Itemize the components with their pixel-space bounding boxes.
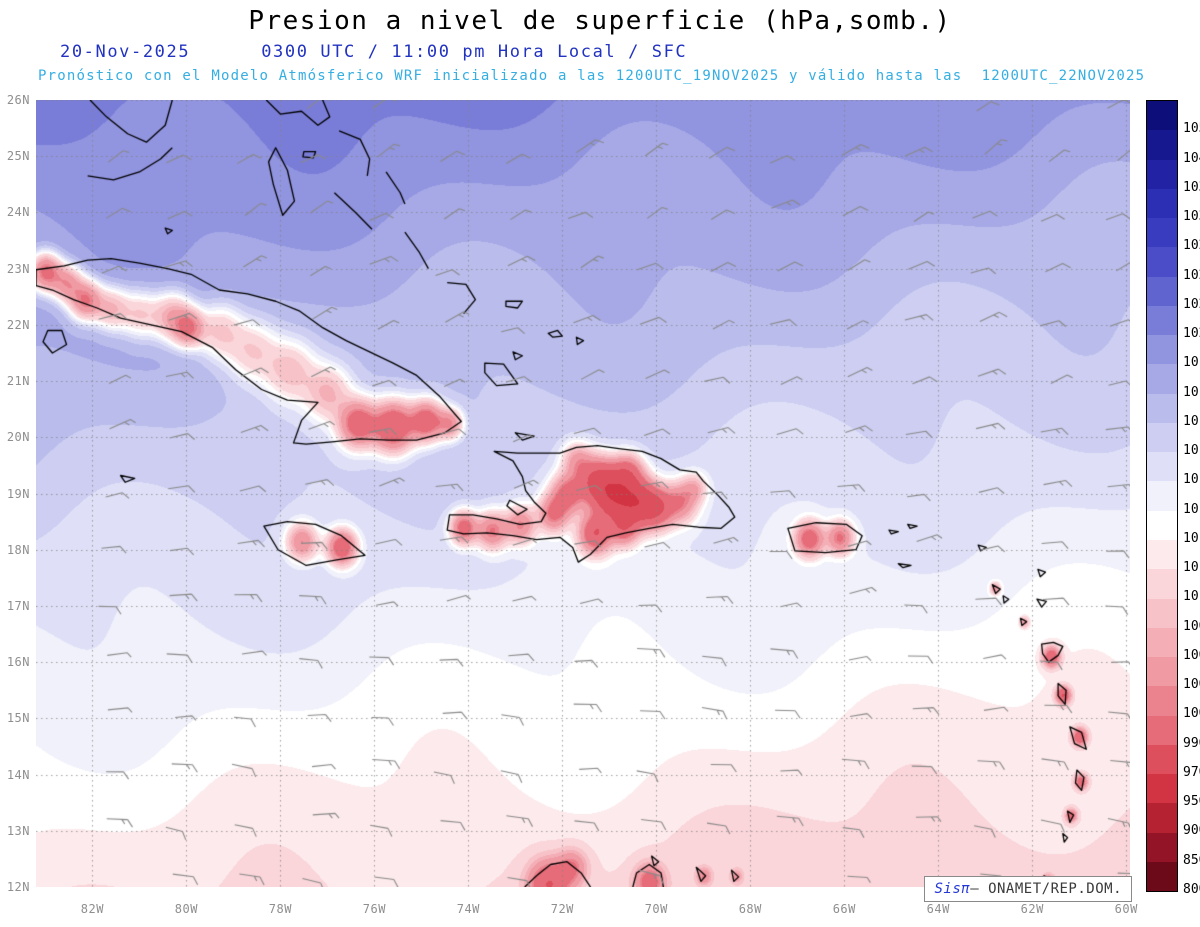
lon-tick-label: 62W (1020, 902, 1044, 916)
colorbar-tick-label: 1025 (1183, 267, 1200, 283)
colorbar-cell (1147, 335, 1177, 365)
colorbar-cell (1147, 422, 1177, 453)
lon-tick-label: 64W (926, 902, 950, 916)
colorbar-tick-label: 1019 (1183, 355, 1200, 371)
colorbar-tick-label: 1022 (1183, 296, 1200, 312)
lat-tick-label: 19N (6, 486, 30, 501)
lon-tick-label: 82W (80, 902, 104, 916)
colorbar-tick-label: 1028 (1183, 238, 1200, 254)
colorbar-tick-label: 1020 (1183, 326, 1200, 342)
colorbar-tick-label: 1040 (1183, 150, 1200, 166)
colorbar-cell (1147, 393, 1177, 423)
colorbar-cell (1147, 832, 1177, 862)
lon-tick-label: 76W (362, 902, 386, 916)
lon-tick-label: 78W (268, 902, 292, 916)
colorbar-tick-label: 900 (1183, 823, 1200, 839)
colorbar-tick-label: 1002 (1183, 677, 1200, 693)
colorbar-cell (1147, 686, 1177, 716)
colorbar-tick-label: 1030 (1183, 209, 1200, 225)
lat-tick-label: 15N (6, 711, 30, 726)
colorbar-tick-label: 990 (1183, 735, 1200, 751)
pressure-map-canvas (36, 100, 1130, 887)
colorbar-cell (1147, 803, 1177, 833)
colorbar-tick-label: 1006 (1183, 647, 1200, 663)
lat-tick-label: 14N (6, 767, 30, 782)
colorbar-tick-label: 800 (1183, 882, 1200, 897)
colorbar-tick-label: 850 (1183, 852, 1200, 868)
colorbar-tick-label: 1014 (1183, 501, 1200, 517)
lat-tick-label: 13N (6, 823, 30, 838)
watermark-org: ONAMET/REP.DOM. (988, 881, 1122, 897)
lon-tick-label: 66W (832, 902, 856, 916)
lat-tick-label: 18N (6, 542, 30, 557)
colorbar-cell (1147, 276, 1177, 306)
colorbar-cell (1147, 598, 1177, 628)
lat-tick-label: 23N (6, 261, 30, 276)
lon-tick-label: 70W (644, 902, 668, 916)
colorbar-cell (1147, 861, 1177, 892)
watermark: Sisπ– ONAMET/REP.DOM. (924, 876, 1132, 902)
colorbar-tick-label: 1008 (1183, 618, 1200, 634)
colorbar-cell (1147, 159, 1177, 189)
colorbar-tick-label: 1018 (1183, 384, 1200, 400)
colorbar-cell (1147, 774, 1177, 804)
lat-tick-label: 12N (6, 880, 30, 894)
colorbar-cell (1147, 305, 1177, 336)
colorbar-tick-label: 1015 (1183, 472, 1200, 488)
colorbar-cell (1147, 510, 1177, 540)
lat-tick-label: 24N (6, 205, 30, 220)
colorbar-cell (1147, 247, 1177, 277)
lat-tick-label: 21N (6, 374, 30, 389)
colorbar-cell (1147, 539, 1177, 570)
lat-tick-label: 26N (6, 93, 30, 107)
colorbar-cell (1147, 657, 1177, 687)
lon-tick-label: 80W (174, 902, 198, 916)
colorbar-cell (1147, 130, 1177, 160)
colorbar-tick-label: 1050 (1183, 121, 1200, 137)
colorbar-tick-label: 1012 (1183, 560, 1200, 576)
colorbar-cell (1147, 715, 1177, 745)
watermark-brand: Sisπ (934, 881, 971, 897)
lat-tick-label: 17N (6, 598, 30, 613)
colorbar-tick-label: 970 (1183, 764, 1200, 780)
lon-tick-label: 74W (456, 902, 480, 916)
colorbar-cell (1147, 364, 1177, 394)
watermark-separator: – (970, 881, 989, 897)
lat-tick-label: 20N (6, 430, 30, 445)
lat-tick-label: 16N (6, 655, 30, 670)
colorbar-tick-label: 1017 (1183, 413, 1200, 429)
colorbar-tick-label: 1013 (1183, 530, 1200, 546)
colorbar-tick-label: 1000 (1183, 706, 1200, 722)
colorbar-cell (1147, 218, 1177, 248)
forecast-line: Pronóstico con el Modelo Atmósferico WRF… (38, 68, 1146, 84)
datetime-line: 20-Nov-2025 0300 UTC / 11:00 pm Hora Loc… (60, 42, 688, 62)
lon-tick-label: 60W (1114, 902, 1138, 916)
colorbar-tick-label: 950 (1183, 794, 1200, 810)
colorbar-cell (1147, 452, 1177, 482)
colorbar-cell (1147, 569, 1177, 599)
page-title: Presion a nivel de superficie (hPa,somb.… (248, 6, 952, 36)
colorbar-cell (1147, 627, 1177, 658)
lon-tick-label: 72W (550, 902, 574, 916)
lat-tick-label: 22N (6, 317, 30, 332)
colorbar (1146, 100, 1178, 892)
lat-tick-label: 25N (6, 149, 30, 164)
colorbar-cell (1147, 101, 1177, 131)
colorbar-tick-label: 1035 (1183, 179, 1200, 195)
colorbar-cell (1147, 188, 1177, 219)
colorbar-cell (1147, 481, 1177, 511)
colorbar-tick-label: 1016 (1183, 443, 1200, 459)
lon-tick-label: 68W (738, 902, 762, 916)
colorbar-cell (1147, 744, 1177, 775)
